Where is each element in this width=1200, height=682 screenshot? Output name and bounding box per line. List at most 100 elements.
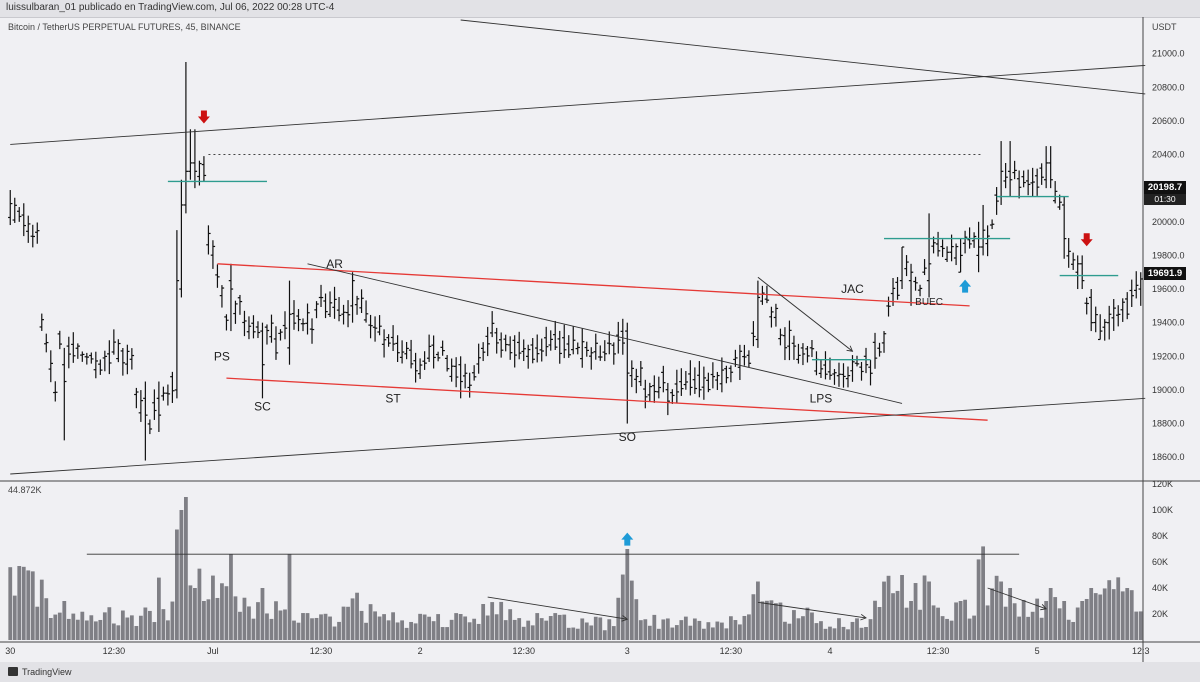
volume-bar xyxy=(765,600,769,640)
volume-tick-label: 80K xyxy=(1152,531,1168,541)
volume-bar xyxy=(855,618,859,640)
volume-bar xyxy=(850,621,855,640)
volume-bar xyxy=(760,601,765,640)
volume-arrow-line xyxy=(987,587,1047,610)
volume-bar xyxy=(1129,590,1134,640)
volume-bar xyxy=(1053,597,1058,640)
volume-bar xyxy=(440,627,445,640)
volume-bar xyxy=(256,602,260,640)
volume-bar xyxy=(1075,607,1080,640)
volume-bar xyxy=(864,627,868,640)
volume-bar xyxy=(1057,608,1062,640)
volume-bar xyxy=(247,606,251,640)
volume-bar xyxy=(395,622,400,640)
volume-bar xyxy=(278,610,283,640)
volume-bar xyxy=(287,554,292,640)
volume-bar xyxy=(323,613,328,640)
volume-bar xyxy=(193,588,197,640)
time-axis-bar xyxy=(0,662,1200,682)
volume-bar xyxy=(260,588,265,640)
volume-bar xyxy=(269,618,274,640)
volume-bar xyxy=(837,618,841,640)
volume-bar xyxy=(787,623,792,640)
volume-bar xyxy=(670,627,675,640)
volume-bar xyxy=(319,614,323,640)
volume-bar xyxy=(17,566,22,640)
volume-arrow-line xyxy=(757,601,867,619)
volume-bar xyxy=(161,609,166,640)
volume-bar xyxy=(895,590,900,640)
price-tick-label: 19600.0 xyxy=(1152,284,1185,294)
volume-bar xyxy=(111,623,116,640)
volume-bar xyxy=(84,620,89,640)
volume-bar xyxy=(472,618,477,640)
volume-bar xyxy=(778,602,783,640)
volume-bar xyxy=(1003,606,1008,640)
volume-bar xyxy=(147,610,152,640)
volume-bar xyxy=(616,597,621,640)
current-price-badge: 20198.7 xyxy=(1144,181,1186,195)
volume-bar xyxy=(756,581,760,640)
volume-bar xyxy=(1084,598,1089,640)
volume-bar xyxy=(661,619,666,640)
volume-bar xyxy=(656,628,661,640)
volume-bar xyxy=(805,607,810,640)
price-tick-label: 20000.0 xyxy=(1152,217,1185,227)
time-tick-label: 12:30 xyxy=(927,646,950,656)
volume-bar xyxy=(391,612,395,640)
volume-bar xyxy=(44,598,49,640)
volume-bar xyxy=(877,607,882,640)
volume-bar xyxy=(152,622,157,640)
tradingview-logo: TradingView xyxy=(8,667,72,677)
volume-bar xyxy=(125,617,130,640)
volume-bar xyxy=(742,615,747,640)
volume-bar xyxy=(747,614,751,640)
volume-bar xyxy=(530,625,535,640)
volume-bar xyxy=(26,570,31,640)
time-tick-label: 12:30 xyxy=(512,646,535,656)
volume-bar xyxy=(832,628,837,640)
volume-bar xyxy=(557,614,562,640)
volume-bar xyxy=(548,616,553,640)
volume-bar xyxy=(846,629,850,640)
time-tick-label: 30 xyxy=(5,646,15,656)
volume-bar xyxy=(364,622,368,640)
volume-bar xyxy=(1012,603,1017,640)
volume-bar xyxy=(355,592,359,640)
price-tick-label: 21000.0 xyxy=(1152,49,1185,59)
volume-bar xyxy=(490,602,495,640)
publisher-text: luissulbaran_01 publicado en TradingView… xyxy=(6,2,335,13)
volume-bar xyxy=(904,607,909,640)
time-tick-label: 12:30 xyxy=(720,646,743,656)
volume-bar xyxy=(841,626,846,640)
volume-bar xyxy=(958,601,963,640)
arrow-line xyxy=(757,276,853,352)
volume-tick-label: 100K xyxy=(1152,505,1173,515)
volume-bar xyxy=(12,595,17,640)
volume-bar xyxy=(1030,611,1035,640)
volume-bar xyxy=(517,618,522,640)
wyckoff-label: SC xyxy=(254,400,271,414)
arrow-down-icon xyxy=(197,110,210,124)
volume-bar xyxy=(283,609,287,640)
time-tick-label: 12:3 xyxy=(1132,646,1150,656)
volume-bar xyxy=(562,614,567,640)
volume-bar xyxy=(66,618,71,640)
volume-bar xyxy=(535,613,540,640)
volume-bar xyxy=(859,627,864,640)
volume-bar xyxy=(413,623,418,640)
price-tick-label: 18600.0 xyxy=(1152,452,1185,462)
volume-bar xyxy=(508,609,513,640)
volume-bar xyxy=(945,618,949,640)
volume-bar xyxy=(116,625,121,640)
volume-bar xyxy=(774,603,778,640)
volume-bar xyxy=(238,611,242,640)
volume-bar xyxy=(810,612,814,640)
volume-bar xyxy=(224,586,229,640)
volume-bar xyxy=(305,613,310,640)
volume-bar xyxy=(589,625,594,640)
volume-bar xyxy=(873,600,877,640)
volume-bar xyxy=(350,598,355,640)
wyckoff-label: AR xyxy=(326,257,343,271)
